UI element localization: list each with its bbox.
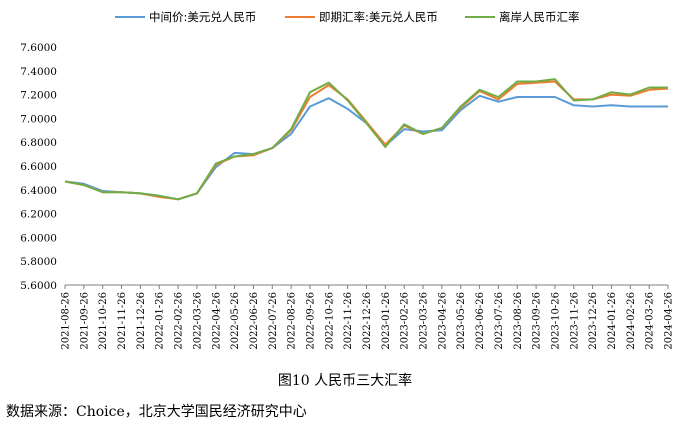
- x-tick-label: 2024-04-26: [664, 292, 675, 350]
- legend-label: 离岸人民币汇率: [499, 10, 580, 24]
- x-tick-label: 2022-10-26: [324, 292, 335, 350]
- x-tick-label: 2022-11-26: [343, 292, 354, 350]
- x-tick-label: 2022-12-26: [362, 292, 373, 350]
- y-tick-label: 6.0000: [20, 232, 57, 244]
- figure-caption: 图10 人民币三大汇率: [277, 373, 413, 389]
- x-tick-label: 2022-08-26: [287, 292, 298, 350]
- x-tick-label: 2021-08-26: [61, 292, 72, 350]
- x-tick-label: 2023-11-26: [569, 292, 580, 350]
- x-tick-label: 2024-03-26: [645, 292, 656, 350]
- x-tick-label: 2022-01-26: [155, 292, 166, 350]
- y-tick-label: 6.6000: [20, 161, 57, 173]
- x-tick-label: 2022-07-26: [268, 292, 279, 350]
- x-tick-label: 2022-06-26: [249, 292, 260, 350]
- x-tick-label: 2023-03-26: [419, 292, 430, 350]
- y-tick-label: 6.2000: [20, 209, 57, 221]
- exchange-rate-chart: 中间价:美元兑人民币 即期汇率:美元兑人民币 离岸人民币汇率 5.6000 5.800…: [20, 10, 675, 350]
- x-tick-label: 2023-06-26: [475, 292, 486, 350]
- x-tick-label: 2023-01-26: [381, 292, 392, 350]
- x-tick-label: 2021-12-26: [136, 292, 147, 350]
- x-tick-label: 2023-10-26: [550, 292, 561, 350]
- x-tick-label: 2022-02-26: [174, 292, 185, 350]
- plot-area: [64, 78, 669, 201]
- legend: 中间价:美元兑人民币 即期汇率:美元兑人民币 离岸人民币汇率: [115, 10, 580, 24]
- x-tick-label: 2021-11-26: [117, 292, 128, 350]
- y-tick-label: 6.4000: [20, 185, 57, 197]
- series-line: [64, 78, 668, 201]
- x-tick-label: 2024-02-26: [626, 292, 637, 350]
- x-tick-label: 2023-04-26: [437, 292, 448, 350]
- x-tick-label: 2021-10-26: [98, 292, 109, 350]
- data-source-note: 数据来源：Choice，北京大学国民经济研究中心: [6, 404, 307, 420]
- series-line: [64, 80, 669, 201]
- y-tick-label: 5.8000: [20, 256, 57, 268]
- x-tick-label: 2021-09-26: [79, 292, 90, 350]
- y-axis: 5.6000 5.8000 6.0000 6.2000 6.4000 6.6000 6.80…: [20, 42, 57, 292]
- y-tick-label: 7.0000: [20, 113, 57, 125]
- x-tick-label: 2023-08-26: [513, 292, 524, 350]
- y-tick-label: 6.8000: [20, 137, 57, 149]
- x-tick-label: 2023-09-26: [532, 292, 543, 350]
- legend-label: 即期汇率:美元兑人民币: [319, 10, 438, 24]
- x-tick-label: 2022-03-26: [192, 292, 203, 350]
- x-tick-label: 2023-12-26: [588, 292, 599, 350]
- series-line: [64, 94, 668, 201]
- x-tick-label: 2022-05-26: [230, 292, 241, 350]
- y-tick-label: 5.6000: [20, 280, 57, 292]
- x-tick-label: 2023-02-26: [400, 292, 411, 350]
- x-tick-label: 2022-04-26: [211, 292, 222, 350]
- x-axis: 2021-08-26 2021-09-26 2021-10-26 2021-11-26…: [61, 285, 675, 350]
- x-tick-label: 2024-01-26: [607, 292, 618, 350]
- y-tick-label: 7.6000: [20, 42, 57, 54]
- y-tick-label: 7.2000: [20, 90, 57, 102]
- x-tick-label: 2023-05-26: [456, 292, 467, 350]
- legend-label: 中间价:美元兑人民币: [149, 10, 256, 24]
- x-tick-label: 2022-09-26: [305, 292, 316, 350]
- y-tick-label: 7.4000: [20, 66, 57, 78]
- x-tick-label: 2023-07-26: [494, 292, 505, 350]
